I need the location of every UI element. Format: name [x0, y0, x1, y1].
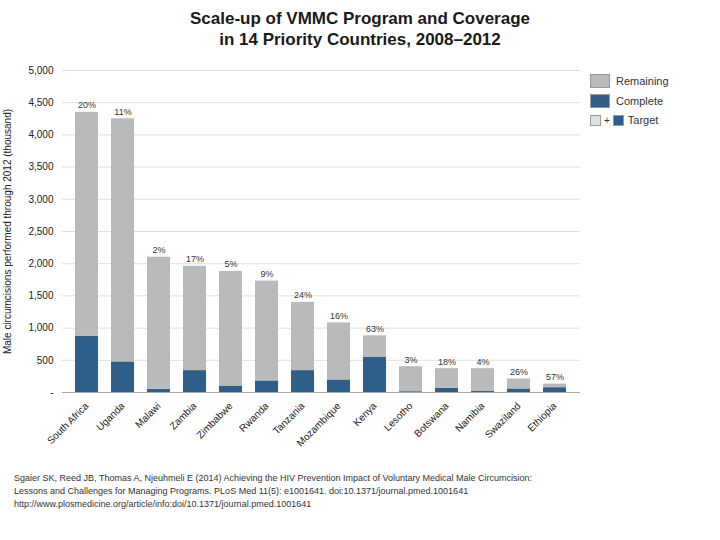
svg-text:Botswana: Botswana: [412, 400, 451, 439]
svg-text:Rwanda: Rwanda: [237, 400, 271, 434]
svg-text:-: -: [50, 387, 53, 398]
svg-text:18%: 18%: [438, 357, 456, 367]
html-text:Remaining: Remaining: [616, 75, 669, 87]
svg-text:Zimbabwe: Zimbabwe: [194, 400, 235, 441]
svg-text:2,500: 2,500: [28, 226, 53, 237]
svg-text:4,000: 4,000: [28, 129, 53, 140]
svg-text:1,000: 1,000: [28, 322, 53, 333]
html-text:Scale-up of VMMC Program and C: Scale-up of VMMC Program and Coverage in…: [190, 9, 530, 49]
svg-text:South Africa: South Africa: [45, 400, 91, 446]
svg-text:Ethiopia: Ethiopia: [525, 400, 559, 434]
html-text:Target: Target: [627, 114, 659, 126]
svg-text:20%: 20%: [78, 100, 96, 110]
svg-text:Malawi: Malawi: [133, 400, 163, 430]
html-text:Complete: Complete: [616, 95, 664, 107]
svg-text:2,000: 2,000: [28, 258, 53, 269]
svg-text:500: 500: [37, 355, 54, 366]
svg-text:17%: 17%: [186, 254, 204, 264]
svg-text:16%: 16%: [330, 311, 348, 321]
svg-text:26%: 26%: [510, 367, 528, 377]
svg-text:Kenya: Kenya: [351, 400, 379, 428]
svg-text:4%: 4%: [476, 357, 489, 367]
svg-text:63%: 63%: [366, 324, 384, 334]
svg-text:4,500: 4,500: [28, 97, 53, 108]
svg-text:3,000: 3,000: [28, 194, 53, 205]
svg-text:Uganda: Uganda: [94, 400, 127, 433]
svg-text:Lesotho: Lesotho: [382, 400, 415, 433]
svg-text:Zambia: Zambia: [167, 400, 199, 432]
svg-text:Swaziland: Swaziland: [483, 400, 523, 440]
svg-text:1,500: 1,500: [28, 290, 53, 301]
svg-text:3%: 3%: [404, 355, 417, 365]
svg-text:9%: 9%: [260, 269, 273, 279]
svg-text:24%: 24%: [294, 290, 312, 300]
svg-text:Mozambique: Mozambique: [294, 400, 343, 449]
svg-text:Namibia: Namibia: [453, 400, 487, 434]
html-text:Sgaier SK, Reed JB, Thomas A,: Sgaier SK, Reed JB, Thomas A, Njeuhmeli …: [14, 473, 533, 509]
svg-text:3,500: 3,500: [28, 161, 53, 172]
svg-text:57%: 57%: [546, 372, 564, 382]
svg-text:2%: 2%: [152, 245, 165, 255]
svg-text:11%: 11%: [114, 107, 131, 117]
svg-text:5%: 5%: [224, 259, 237, 269]
svg-text:5,000: 5,000: [28, 65, 53, 76]
svg-text:Tanzania: Tanzania: [271, 400, 307, 436]
svg-text:Male circumcisions performed t: Male circumcisions performed through 201…: [2, 109, 13, 354]
